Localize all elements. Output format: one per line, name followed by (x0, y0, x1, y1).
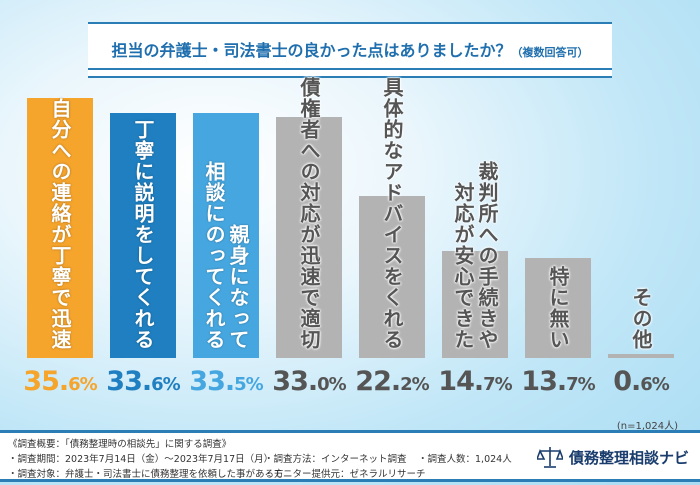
value-dec: 0% (317, 374, 347, 395)
logo-text: 債務整理相談ナビ (569, 448, 690, 467)
value-label: 33.5% (186, 366, 266, 397)
survey-provider: ・モニター提供元：ゼネラルリサーチ (264, 469, 426, 480)
bar-label: 丁寧に説明をしてくれる (110, 119, 176, 350)
category-label: 裁判所への手続きや (475, 161, 499, 350)
bar-2 (110, 112, 176, 358)
value-dec: 6% (151, 374, 181, 395)
bar-label: 裁判所への手続きや 対応が安心できた (442, 161, 508, 350)
bar-5 (359, 195, 425, 358)
value-dec: 7% (483, 374, 513, 395)
title-main: 担当の弁護士・司法書士の良かった点はありましたか？ (111, 41, 512, 60)
bar-6 (442, 250, 508, 358)
logo: 債務整理相談ナビ (537, 445, 689, 469)
bar-7 (525, 257, 591, 358)
category-label: 具体的なアドバイスをくれる (380, 77, 404, 350)
value-dec: 7% (566, 374, 596, 395)
bar-label: 債権者への対応が迅速で適切 (276, 77, 342, 350)
category-label: 自分への連絡が丁寧で迅速 (48, 98, 72, 350)
survey-footer: 《調査概要：「債務整理時の相談先」に関する調査》 ・調査期間：2023年7月14… (0, 430, 700, 482)
survey-method: ・調査方法：インターネット調査 (264, 454, 407, 465)
chart-title: 担当の弁護士・司法書士の良かった点はありましたか？（複数回答可） (88, 37, 612, 61)
title-box: 担当の弁護士・司法書士の良かった点はありましたか？（複数回答可） (88, 22, 612, 78)
value-int: 35. (23, 366, 69, 397)
bar-label: 特に無い (525, 266, 591, 350)
category-label: 対応が安心できた (451, 182, 475, 350)
value-label: 33.6% (103, 366, 183, 397)
value-label: 14.7% (435, 366, 515, 397)
sample-size: (n=1,024人) (616, 421, 678, 432)
value-label: 35.6% (20, 366, 100, 397)
category-label: 丁寧に説明をしてくれる (131, 119, 155, 350)
survey-heading: 《調査概要：「債務整理時の相談先」に関する調査》 (8, 439, 232, 450)
value-int: 33. (189, 366, 235, 397)
value-dec: 6% (68, 374, 98, 395)
bar-label: その他 (608, 287, 674, 350)
value-dec: 2% (400, 374, 430, 395)
title-sub: （複数回答可） (511, 46, 589, 59)
bar-4 (276, 117, 342, 358)
bar-label: 親身になって 相談にのってくれる (193, 161, 259, 350)
category-label: 親身になって (226, 224, 250, 350)
survey-period: ・調査期間：2023年7月14日（金）〜2023年7月17日（月） (8, 454, 274, 465)
value-dec: 6% (640, 374, 670, 395)
bar-label: 具体的なアドバイスをくれる (359, 77, 425, 350)
value-int: 14. (438, 366, 484, 397)
value-int: 33. (106, 366, 152, 397)
value-label: 0.6% (601, 366, 681, 397)
value-label: 33.0% (269, 366, 349, 397)
survey-count: ・調査人数：1,024人 (418, 454, 512, 465)
survey-target: ・調査対象：弁護士・司法書士に債務整理を依頼した事がある方 (8, 469, 284, 480)
category-label: 債権者への対応が迅速で適切 (297, 77, 321, 350)
scales-icon (537, 447, 563, 468)
category-label: 特に無い (546, 266, 570, 350)
category-label: 相談にのってくれる (202, 161, 226, 350)
value-int: 22. (355, 366, 401, 397)
bar-chart: 自分への連絡が丁寧で迅速 35.6% 丁寧に説明をしてくれる 33.6% 親身になって相… (20, 77, 681, 397)
bar-1 (27, 98, 93, 358)
category-label: その他 (629, 287, 653, 350)
bar-3 (193, 113, 259, 358)
value-int: 33. (272, 366, 318, 397)
value-label: 13.7% (518, 366, 598, 397)
bar-8 (608, 353, 674, 358)
value-label: 22.2% (352, 366, 432, 397)
bar-label: 自分への連絡が丁寧で迅速 (27, 98, 93, 350)
value-int: 13. (521, 366, 567, 397)
value-dec: 5% (234, 374, 264, 395)
value-int: 0. (613, 366, 641, 397)
